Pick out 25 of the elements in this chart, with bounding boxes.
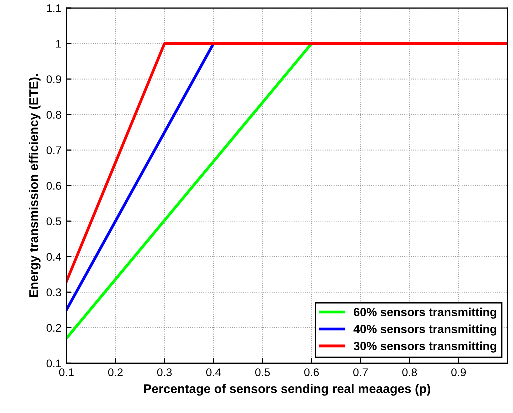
- y-tick-label: 1: [56, 40, 62, 48]
- x-tick-label: 0.4: [206, 368, 222, 376]
- x-tick-label: 0.3: [157, 368, 172, 376]
- y-tick-label: 0.6: [46, 182, 62, 190]
- x-tick-label: 0.6: [304, 368, 320, 376]
- x-axis-title: Percentage of sensors sending real meaages (p): [144, 384, 430, 396]
- y-tick-label: 0.5: [46, 218, 62, 226]
- x-tick-label: 0.1: [59, 368, 74, 376]
- y-tick-label: 0.3: [46, 288, 62, 297]
- x-tick-label: 0.8: [402, 368, 418, 376]
- x-tick-label: 0.7: [354, 368, 368, 376]
- legend-label: 60% sensors transmitting: [354, 308, 496, 319]
- x-tick-label: 0.9: [452, 368, 466, 376]
- y-tick-label: 1.1: [47, 4, 62, 12]
- y-axis-title: Energy transmission efficiency (ETE).: [29, 74, 41, 298]
- y-tick-label: 0.2: [46, 324, 62, 332]
- y-tick-label: 0.1: [46, 360, 62, 368]
- y-tick-label: 0.9: [46, 76, 62, 84]
- legend-label: 30% sensors transmitting: [354, 342, 496, 353]
- y-tick-label: 0.8: [46, 111, 62, 119]
- x-tick-label: 0.5: [255, 368, 270, 376]
- x-tick-label: 0.2: [108, 368, 123, 376]
- legend-label: 40% sensors transmitting: [354, 324, 496, 336]
- y-tick-label: 0.4: [46, 253, 62, 262]
- y-tick-label: 0.7: [46, 146, 62, 154]
